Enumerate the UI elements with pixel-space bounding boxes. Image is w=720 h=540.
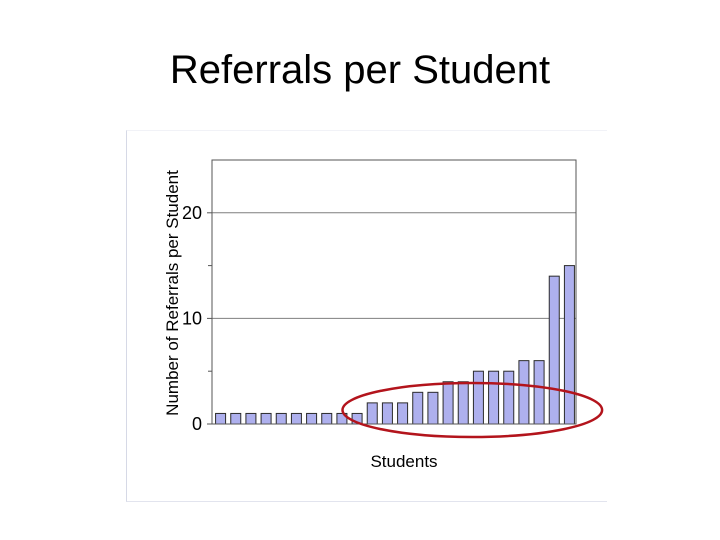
y-tick-label: 0 [192, 414, 202, 434]
bar [442, 381, 454, 425]
y-axis-ticks: 0 10 20 [182, 203, 212, 434]
bar [366, 402, 378, 425]
bar [548, 275, 560, 425]
y-axis-title: Number of Referrals per Student [163, 170, 182, 416]
slide-title: Referrals per Student [169, 48, 551, 92]
bar [533, 360, 545, 425]
y-tick-label: 10 [182, 308, 202, 328]
bar [472, 370, 484, 425]
bar [245, 412, 257, 425]
bar [563, 265, 575, 425]
bar [412, 391, 424, 425]
bar [275, 412, 287, 425]
bar [397, 402, 409, 425]
bar [503, 370, 515, 425]
bar [381, 402, 393, 425]
y-tick-label: 20 [182, 203, 202, 223]
bar [290, 412, 302, 425]
bar [260, 412, 272, 425]
chart-figure-frame [126, 130, 607, 502]
bar [518, 360, 530, 425]
gridlines [212, 212, 576, 319]
bar [427, 391, 439, 425]
bar [488, 370, 500, 425]
bar-series [215, 265, 575, 425]
bar [215, 412, 227, 425]
plot-area-border [211, 159, 577, 425]
highlight-ellipse [341, 381, 604, 439]
bar [306, 412, 318, 425]
x-axis-title: Students [370, 452, 437, 471]
bar [230, 412, 242, 425]
bar [321, 412, 333, 425]
bar [457, 381, 469, 425]
